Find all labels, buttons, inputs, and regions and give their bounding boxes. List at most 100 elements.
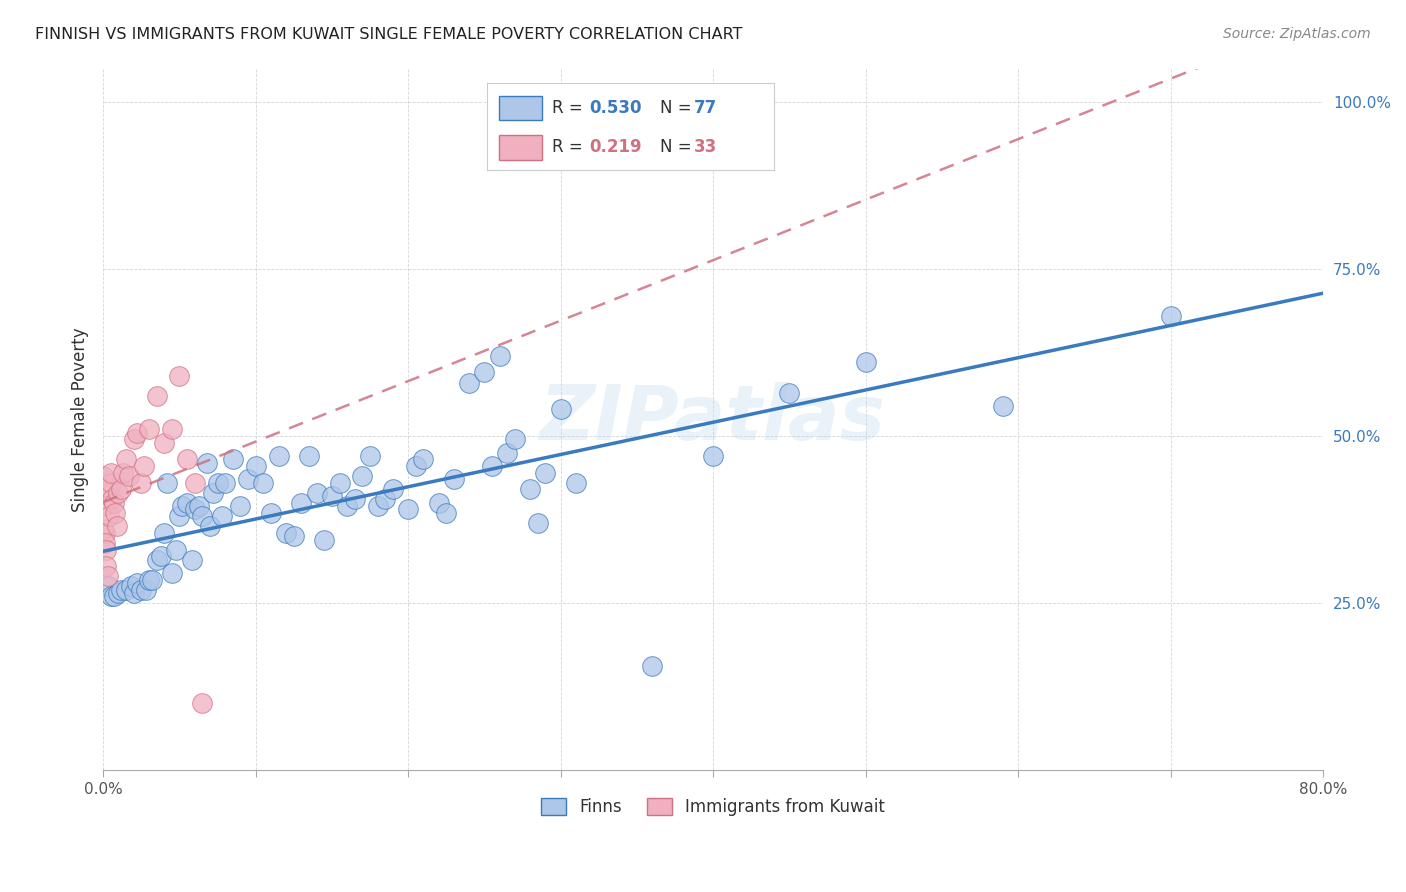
- Point: [97, 579, 120, 593]
- Point: [214, 475, 236, 490]
- Point: [474, 366, 496, 380]
- Point: [110, 483, 132, 497]
- Point: [91, 523, 114, 537]
- Point: [122, 586, 145, 600]
- Point: [138, 422, 160, 436]
- Point: [134, 458, 156, 473]
- Point: [534, 466, 557, 480]
- Point: [290, 496, 312, 510]
- Point: [101, 492, 124, 507]
- Point: [110, 582, 132, 597]
- Point: [100, 466, 122, 480]
- Point: [503, 432, 526, 446]
- Point: [374, 492, 396, 507]
- Point: [434, 506, 457, 520]
- Point: [91, 483, 114, 497]
- Point: [153, 525, 176, 540]
- Point: [260, 506, 283, 520]
- Point: [276, 525, 298, 540]
- Point: [427, 496, 450, 510]
- Point: [96, 542, 118, 557]
- Point: [367, 499, 389, 513]
- Point: [135, 582, 157, 597]
- Point: [252, 475, 274, 490]
- Point: [160, 422, 183, 436]
- Point: [107, 586, 129, 600]
- Point: [111, 466, 134, 480]
- Point: [105, 519, 128, 533]
- Point: [183, 475, 205, 490]
- Point: [207, 475, 229, 490]
- Point: [481, 458, 503, 473]
- Point: [267, 449, 290, 463]
- Point: [328, 475, 350, 490]
- Point: [778, 385, 800, 400]
- Point: [550, 402, 572, 417]
- Point: [343, 492, 366, 507]
- Point: [165, 542, 187, 557]
- Point: [156, 475, 179, 490]
- Point: [183, 502, 205, 516]
- Point: [229, 499, 252, 513]
- Point: [283, 529, 305, 543]
- Point: [160, 566, 183, 580]
- Point: [100, 475, 122, 490]
- Point: [298, 449, 321, 463]
- Point: [153, 435, 176, 450]
- Point: [352, 469, 374, 483]
- Point: [118, 469, 141, 483]
- Point: [191, 509, 214, 524]
- Point: [222, 452, 245, 467]
- Point: [496, 445, 519, 459]
- Point: [519, 483, 541, 497]
- Point: [188, 499, 211, 513]
- Point: [245, 458, 267, 473]
- Point: [103, 589, 125, 603]
- Point: [93, 536, 115, 550]
- Point: [336, 499, 359, 513]
- Point: [141, 573, 163, 587]
- Text: ZIPatlas: ZIPatlas: [540, 383, 886, 457]
- Point: [396, 502, 419, 516]
- Point: [405, 458, 427, 473]
- Point: [122, 432, 145, 446]
- Y-axis label: Single Female Poverty: Single Female Poverty: [72, 327, 89, 512]
- Point: [176, 496, 198, 510]
- Point: [125, 425, 148, 440]
- Point: [314, 533, 336, 547]
- Point: [169, 509, 191, 524]
- Point: [236, 472, 259, 486]
- Point: [103, 496, 125, 510]
- Text: FINNISH VS IMMIGRANTS FROM KUWAIT SINGLE FEMALE POVERTY CORRELATION CHART: FINNISH VS IMMIGRANTS FROM KUWAIT SINGLE…: [35, 27, 742, 42]
- Point: [150, 549, 173, 564]
- Point: [412, 452, 434, 467]
- Point: [991, 399, 1014, 413]
- Point: [305, 485, 328, 500]
- Point: [321, 489, 343, 503]
- Point: [443, 472, 465, 486]
- Point: [641, 659, 664, 673]
- Point: [98, 509, 121, 524]
- Point: [91, 499, 114, 513]
- Point: [198, 519, 221, 533]
- Point: [1160, 309, 1182, 323]
- Point: [169, 368, 191, 383]
- Point: [381, 483, 404, 497]
- Point: [176, 452, 198, 467]
- Point: [115, 452, 138, 467]
- Point: [458, 376, 481, 390]
- Point: [96, 559, 118, 574]
- Point: [145, 389, 167, 403]
- Point: [107, 485, 129, 500]
- Point: [359, 449, 381, 463]
- Point: [91, 469, 114, 483]
- Point: [100, 589, 122, 603]
- Point: [138, 573, 160, 587]
- Point: [855, 355, 877, 369]
- Point: [172, 499, 194, 513]
- Point: [125, 576, 148, 591]
- Point: [211, 509, 233, 524]
- Legend: Finns, Immigrants from Kuwait: Finns, Immigrants from Kuwait: [533, 790, 894, 825]
- Point: [115, 582, 138, 597]
- Point: [180, 552, 202, 566]
